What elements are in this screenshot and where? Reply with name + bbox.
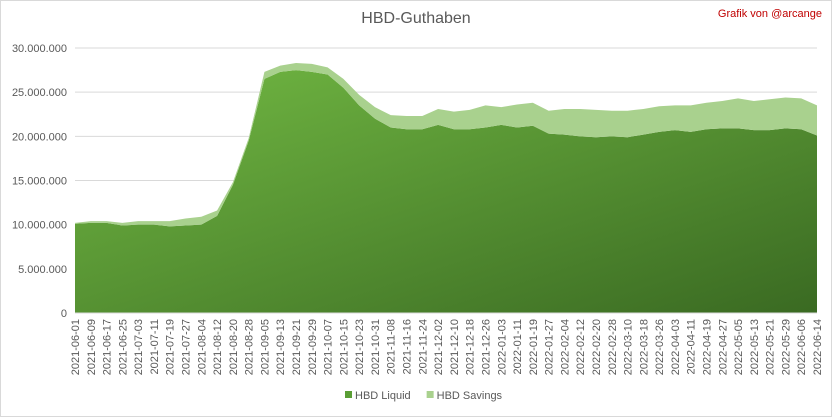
x-tick-label: 2021-09-21 — [291, 319, 303, 375]
x-tick-label: 2022-05-05 — [733, 319, 745, 375]
x-tick-label: 2021-07-11 — [149, 319, 161, 374]
legend-label: HBD Liquid — [355, 390, 411, 402]
x-tick-label: 2022-03-10 — [623, 319, 635, 375]
x-tick-label: 2021-06-17 — [102, 319, 114, 375]
x-tick-label: 2021-12-26 — [480, 319, 492, 375]
x-tick-label: 2021-08-12 — [212, 319, 224, 375]
x-tick-label: 2022-04-11 — [686, 319, 698, 374]
x-tick-label: 2022-01-03 — [496, 319, 508, 375]
legend-label: HBD Savings — [437, 390, 503, 402]
legend-swatch — [426, 391, 434, 398]
x-tick-label: 2021-09-05 — [259, 319, 271, 375]
x-tick-label: 2021-08-20 — [228, 319, 240, 375]
x-tick-label: 2021-07-27 — [181, 319, 193, 375]
x-tick-label: 2021-11-08 — [386, 319, 398, 374]
x-tick-label: 2022-06-14 — [812, 319, 824, 375]
y-tick-label: 25.000.000 — [12, 87, 67, 99]
x-tick-label: 2022-04-27 — [717, 319, 729, 375]
x-tick-label: 2022-02-28 — [607, 319, 619, 375]
x-tick-label: 2022-03-26 — [654, 319, 666, 375]
x-tick-label: 2021-10-31 — [370, 319, 382, 375]
y-tick-label: 15.000.000 — [12, 176, 67, 188]
y-tick-label: 30.000.000 — [12, 43, 67, 55]
y-tick-label: 5.000.000 — [18, 264, 67, 276]
area — [75, 70, 817, 313]
x-tick-label: 2022-04-19 — [701, 319, 713, 375]
x-tick-label: 2021-10-07 — [323, 319, 335, 375]
x-tick-label: 2021-06-25 — [117, 319, 129, 375]
x-tick-label: 2022-01-19 — [528, 319, 540, 375]
x-tick-label: 2021-12-18 — [465, 319, 477, 375]
y-tick-label: 20.000.000 — [12, 131, 67, 143]
x-tick-label: 2022-04-03 — [670, 319, 682, 375]
x-tick-label: 2022-02-20 — [591, 319, 603, 375]
x-tick-label: 2021-10-23 — [354, 319, 366, 375]
credit: Grafik von @arcange — [718, 8, 822, 20]
x-tick-label: 2021-09-29 — [307, 319, 319, 375]
x-tick-label: 2022-02-04 — [559, 319, 571, 375]
x-tick-label: 2021-11-24 — [417, 319, 429, 374]
x-tick-label: 2022-01-27 — [544, 319, 556, 375]
chart-title: HBD-Guthaben — [361, 10, 470, 27]
x-tick-label: 2022-05-29 — [780, 319, 792, 375]
x-tick-label: 2021-06-09 — [86, 319, 98, 375]
x-tick-label: 2022-05-21 — [765, 319, 777, 375]
x-tick-label: 2021-12-10 — [449, 319, 461, 375]
x-tick-label: 2021-08-28 — [244, 319, 256, 375]
x-tick-label: 2021-06-01 — [70, 319, 82, 375]
y-tick-label: 10.000.000 — [12, 220, 67, 232]
x-tick-label: 2022-03-18 — [638, 319, 650, 375]
x-tick-label: 2022-05-13 — [749, 319, 761, 375]
x-tick-label: 2022-02-12 — [575, 319, 587, 375]
x-tick-label: 2021-09-13 — [275, 319, 287, 375]
x-tick-label: 2021-07-03 — [133, 319, 145, 375]
x-tick-label: 2022-01-11 — [512, 319, 524, 374]
x-tick-label: 2021-08-04 — [196, 319, 208, 375]
x-tick-label: 2021-11-16 — [402, 319, 414, 374]
x-tick-label: 2021-10-15 — [338, 319, 350, 375]
y-tick-label: 0 — [61, 308, 67, 320]
x-tick-label: 2022-06-06 — [796, 319, 808, 375]
x-tick-label: 2021-07-19 — [165, 319, 177, 375]
x-tick-label: 2021-12-02 — [433, 319, 445, 375]
legend-swatch — [345, 391, 352, 398]
